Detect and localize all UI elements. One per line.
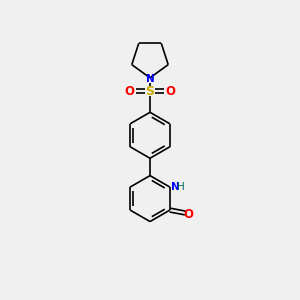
Text: O: O xyxy=(184,208,194,221)
Text: S: S xyxy=(146,85,154,98)
Text: O: O xyxy=(124,85,134,98)
Text: N: N xyxy=(146,74,154,84)
Text: N: N xyxy=(171,182,180,192)
Text: O: O xyxy=(166,85,176,98)
Text: H: H xyxy=(177,182,185,192)
